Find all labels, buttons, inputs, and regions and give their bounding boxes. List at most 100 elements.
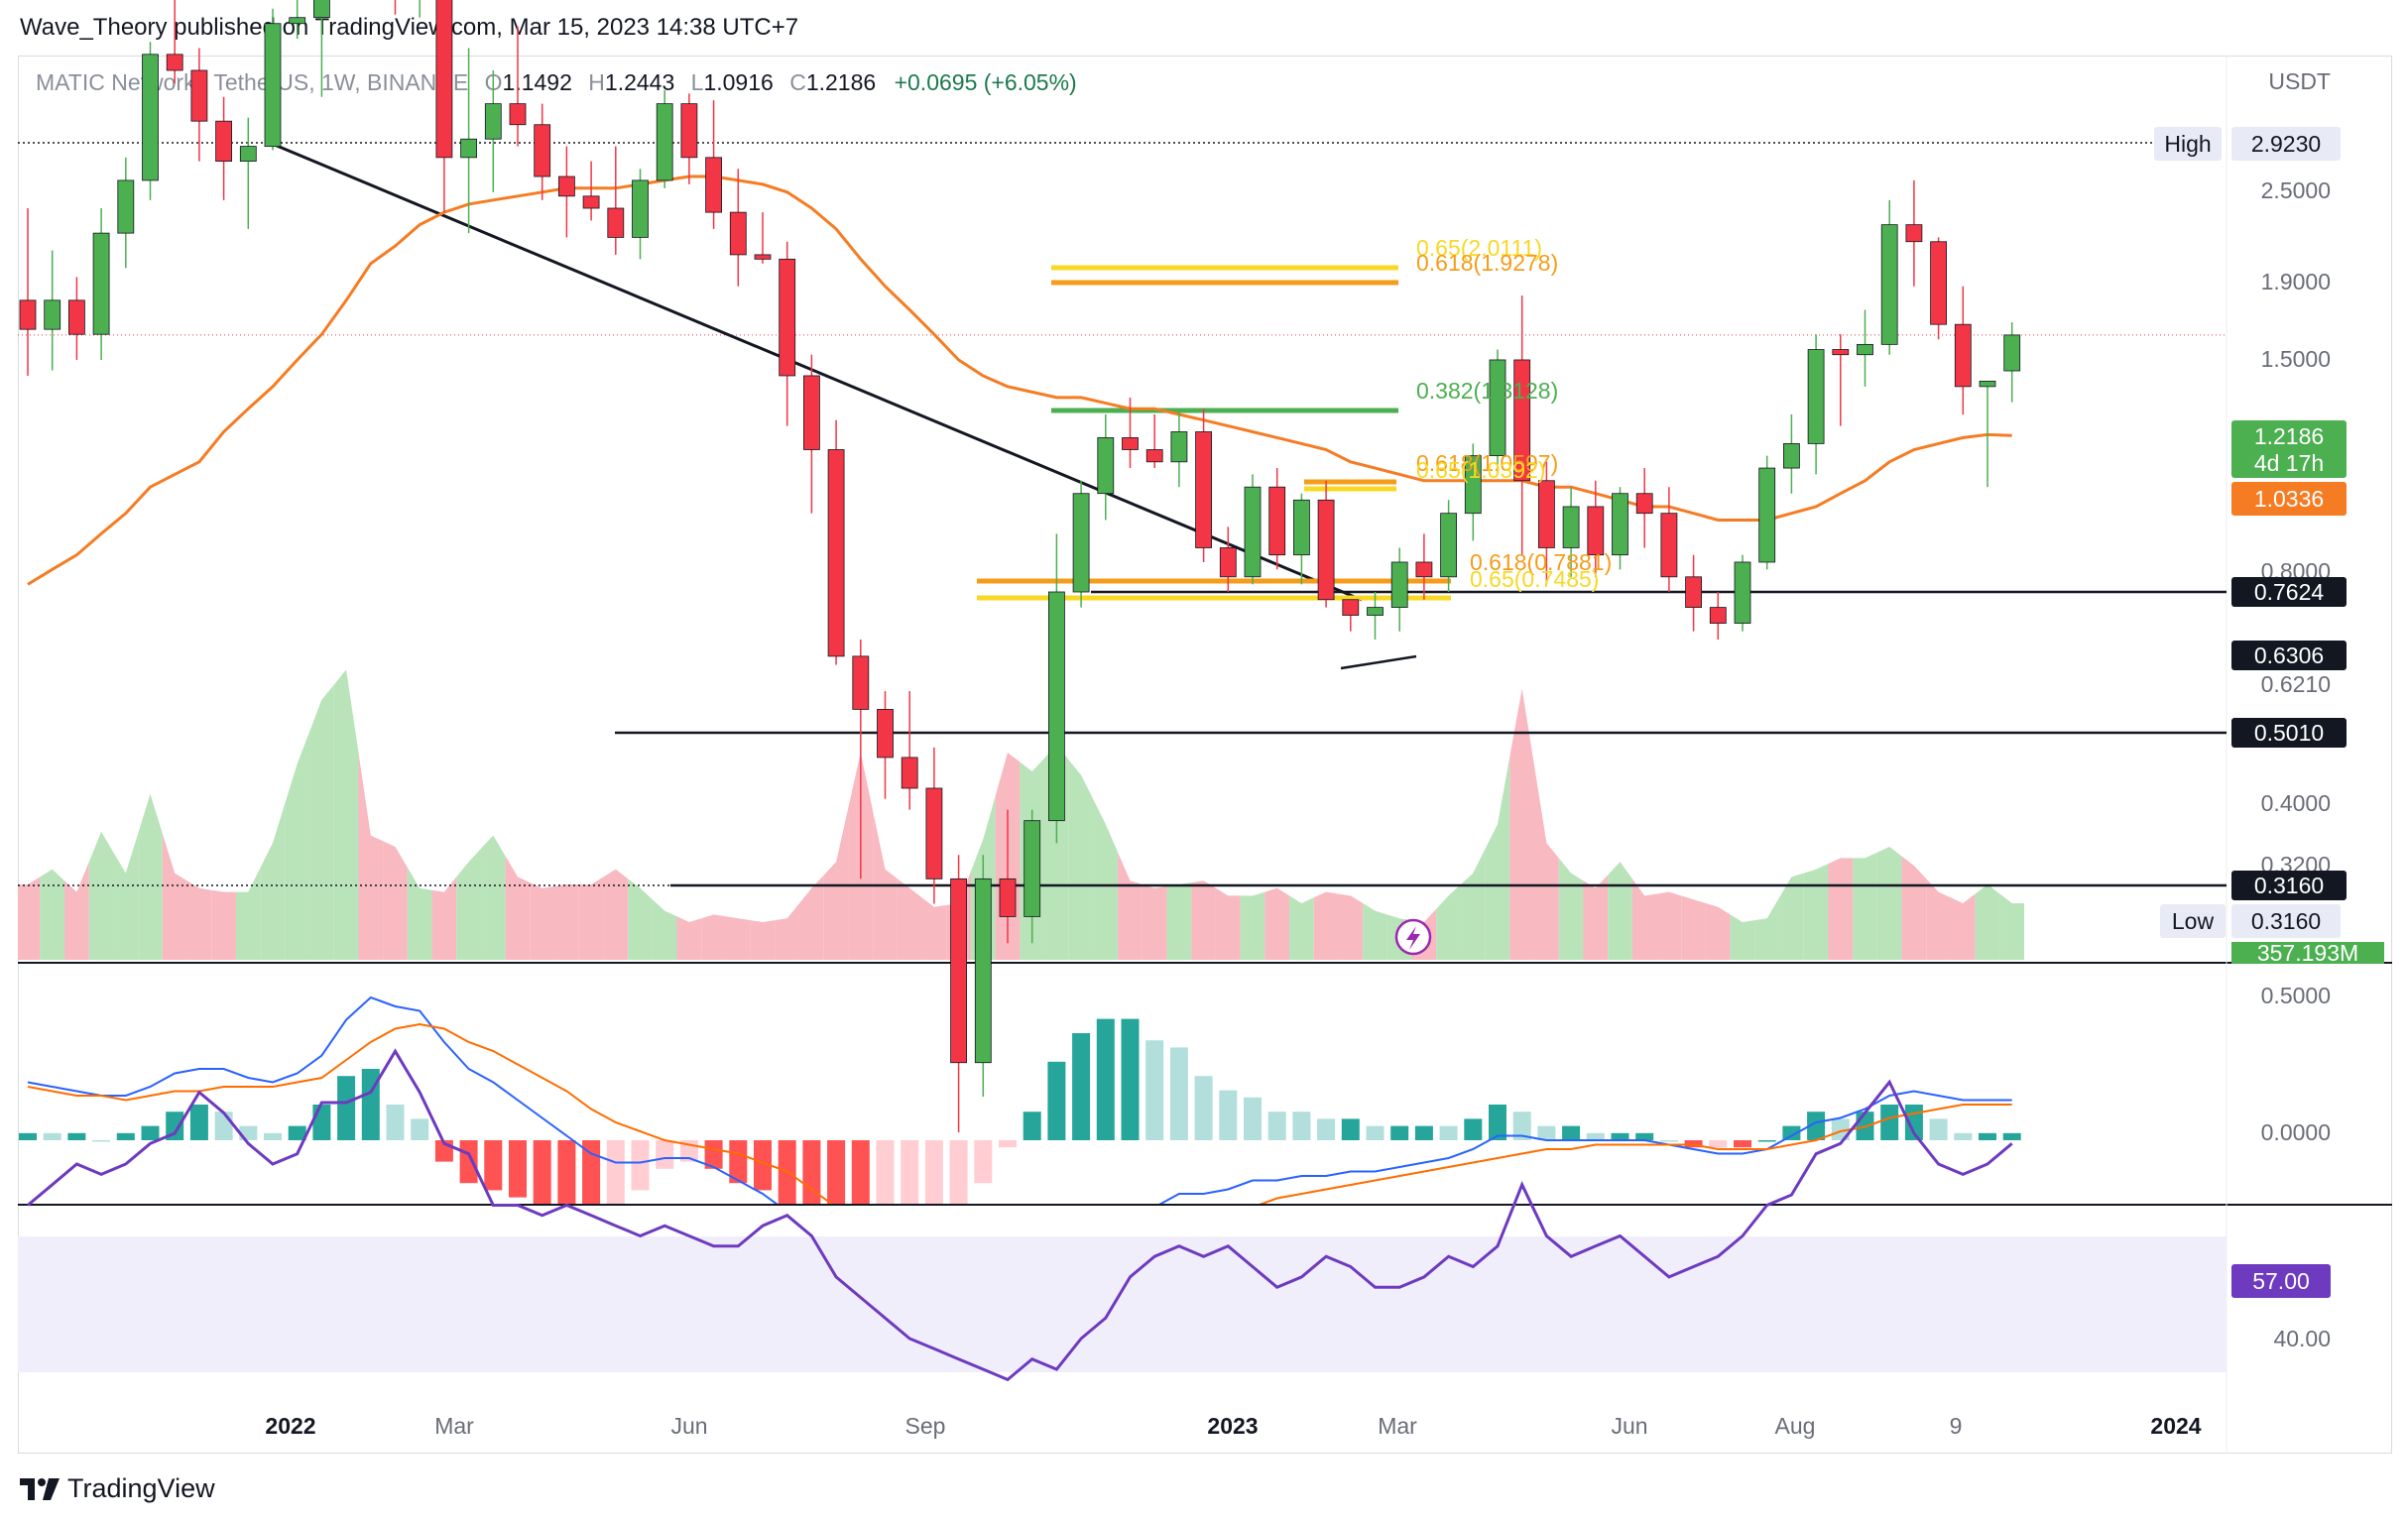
- candle: [289, 0, 306, 40]
- rsi-value-box: [2231, 1264, 2331, 1298]
- volume-area: [1485, 756, 1510, 960]
- candle-body: [1635, 493, 1653, 515]
- volume-area: [725, 916, 751, 960]
- candle: [117, 157, 135, 269]
- candle-body: [1905, 224, 1923, 243]
- candle-body: [1489, 359, 1506, 457]
- candle: [1905, 179, 1923, 287]
- high-value-box: [2231, 127, 2341, 161]
- candle-body: [1342, 599, 1360, 616]
- macd-histogram-bar: [1464, 1118, 1483, 1140]
- candle: [803, 354, 820, 514]
- candle-body: [1464, 455, 1482, 515]
- high-value: 2.9230: [2251, 131, 2321, 157]
- macd-histogram-bar: [1047, 1061, 1066, 1140]
- candle: [1244, 474, 1262, 585]
- candle: [1367, 592, 1384, 640]
- candle-body: [974, 878, 992, 1064]
- candle-body: [1122, 437, 1139, 450]
- candle-body: [1415, 561, 1433, 578]
- macd-histogram-bar: [67, 1132, 86, 1140]
- ema-line: [27, 175, 2012, 586]
- volume-area: [1656, 891, 1682, 960]
- macd-histogram-bar: [754, 1140, 772, 1191]
- macd-histogram-bar: [509, 1140, 527, 1198]
- candle-body: [1758, 467, 1776, 563]
- rsi-band: [18, 1236, 2227, 1372]
- macd-histogram-bar: [606, 1140, 625, 1204]
- volume-area: [1631, 878, 1657, 960]
- candle: [1832, 334, 1850, 426]
- candle: [1709, 592, 1727, 640]
- candle: [1489, 349, 1506, 475]
- candle: [705, 100, 722, 229]
- candle: [1513, 295, 1531, 555]
- macd-histogram-bar: [924, 1140, 943, 1204]
- close-value: 1.2186: [805, 69, 877, 95]
- volume-area: [530, 882, 555, 960]
- volume-area: [1191, 880, 1216, 960]
- candle-body: [852, 655, 870, 710]
- candle-body: [1660, 513, 1678, 578]
- price-tick-label: 0.4000: [2261, 790, 2331, 816]
- candle: [1538, 461, 1555, 585]
- macd-histogram-bar: [1489, 1105, 1506, 1140]
- candle: [656, 89, 673, 188]
- symbol-name[interactable]: MATIC Network / TetherUS, 1W, BINANCE: [36, 69, 469, 95]
- fib-label: 0.65(2.0111): [1416, 235, 1542, 261]
- candle-body: [117, 179, 135, 234]
- macd-histogram-bar: [582, 1140, 601, 1204]
- volume-area: [1068, 760, 1094, 960]
- descending-trendline: [269, 141, 1363, 602]
- candle-body: [264, 23, 282, 148]
- candle-body: [142, 54, 159, 181]
- candle: [827, 419, 845, 665]
- candle: [582, 161, 600, 221]
- macd-histogram-bar: [1979, 1132, 1996, 1140]
- candle: [419, 0, 421, 18]
- volume-area: [628, 878, 653, 960]
- volume-area: [138, 793, 163, 960]
- candle: [1930, 237, 1947, 340]
- candle-body: [2003, 334, 2021, 372]
- fib-label: 0.65(0.7485): [1470, 566, 1599, 592]
- time-tick-label: 2022: [265, 1413, 315, 1439]
- macd-pane: [19, 995, 2021, 1204]
- brand-name: TradingView: [67, 1473, 215, 1503]
- candle-body: [1832, 349, 1850, 356]
- candle: [1122, 397, 1139, 469]
- short-trend-line: [1340, 654, 1417, 670]
- level-value: 0.7624: [2254, 579, 2325, 605]
- macd-histogram-bar: [1121, 1018, 1140, 1140]
- macd-histogram-bar: [656, 1140, 674, 1169]
- macd-histogram-bar: [1072, 1033, 1091, 1140]
- volume-area: [1705, 903, 1731, 960]
- candle: [1219, 526, 1237, 592]
- volume-area: [64, 862, 89, 960]
- candle: [999, 809, 1017, 944]
- volume-area: [823, 807, 849, 960]
- low-value: 0.3160: [2251, 908, 2321, 934]
- candle: [852, 639, 870, 879]
- candle-body: [1562, 506, 1580, 548]
- volume-area: [554, 884, 579, 960]
- volume-area: [456, 848, 481, 960]
- macd-histogram-bar: [1757, 1140, 1776, 1142]
- volume-area: [1558, 858, 1584, 960]
- fib-label: 0.618(0.7881): [1470, 549, 1612, 575]
- macd-histogram-bar: [802, 1140, 821, 1204]
- macd-tick-label: 0.5000: [2261, 983, 2331, 1008]
- rsi-line: [27, 1048, 2013, 1382]
- volume-area: [1803, 864, 1829, 960]
- volume-area: [603, 869, 629, 960]
- candle: [509, 26, 527, 147]
- time-tick-label: Jun: [1611, 1413, 1647, 1439]
- candle-body: [877, 709, 894, 759]
- low-value: 1.0916: [703, 69, 774, 95]
- volume-area: [1118, 852, 1143, 960]
- candle: [239, 117, 257, 229]
- signal-line: [27, 1022, 2012, 1204]
- macd-histogram-bar: [141, 1125, 160, 1140]
- candle: [1587, 480, 1605, 577]
